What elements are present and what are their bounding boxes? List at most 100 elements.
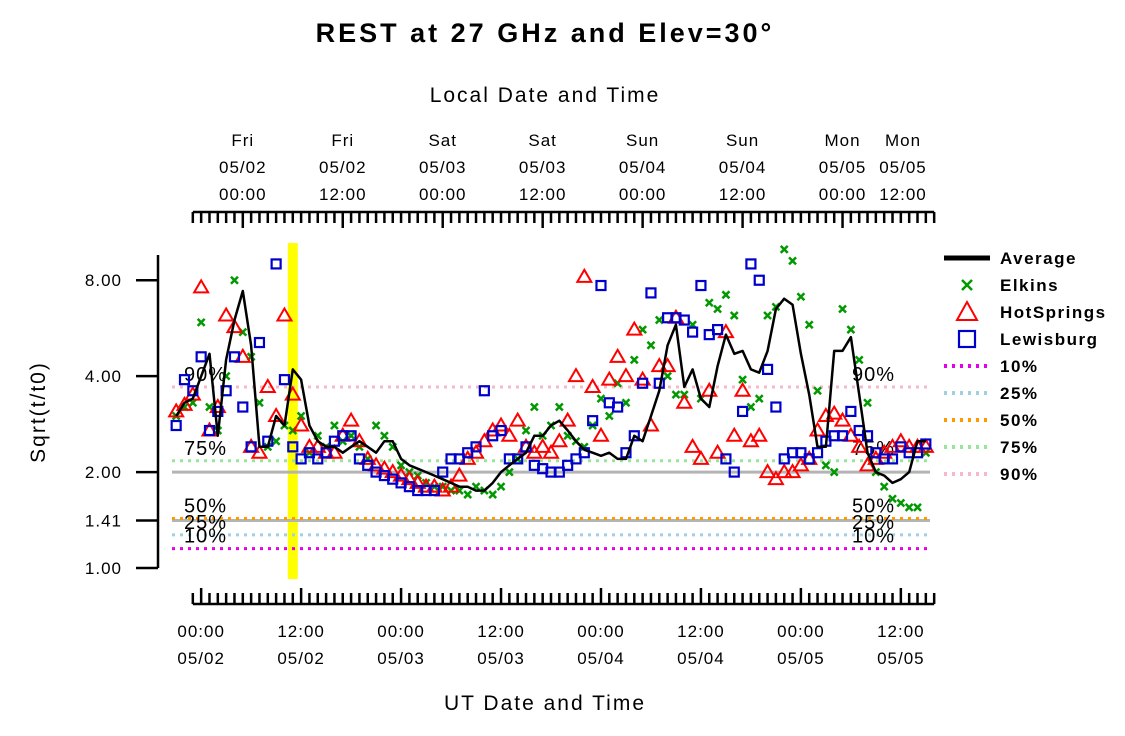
lewisburg-point	[553, 466, 565, 478]
lewisburg-point	[245, 441, 257, 453]
y-tick-label: 2.00	[85, 463, 122, 482]
top-tick-label-day: Sun	[726, 131, 759, 150]
lewisburg-point	[195, 351, 207, 363]
lewisburg-point	[212, 405, 224, 418]
top-tick-label-time: 00:00	[419, 185, 467, 204]
top-tick-label-time: 00:00	[619, 185, 667, 204]
top-tick-label-date: 05/02	[219, 158, 267, 177]
lewisburg-point	[470, 441, 482, 453]
hotsprings-point	[309, 437, 327, 453]
lewisburg-point	[637, 377, 649, 389]
lewisburg-point	[770, 401, 782, 413]
hotsprings-point	[767, 470, 785, 486]
average-line	[175, 289, 926, 492]
x-tick-label-date: 05/02	[177, 649, 225, 668]
elkins-point	[296, 411, 306, 421]
lewisburg-point	[612, 401, 624, 413]
top-tick-label-time: 00:00	[819, 185, 867, 204]
elkins-point	[704, 298, 714, 308]
elkins-point	[796, 292, 806, 302]
top-tick-label-date: 05/03	[419, 158, 467, 177]
lewisburg-point	[745, 258, 757, 270]
elkins-point	[721, 290, 731, 300]
lewisburg-point	[795, 447, 807, 459]
top-tick-label-day: Sat	[528, 131, 557, 150]
lewisburg-point	[228, 351, 241, 363]
x-tick-label-time: 12:00	[877, 622, 925, 641]
lewisburg-point	[562, 459, 574, 471]
top-tick-label-day: Sun	[626, 131, 659, 150]
percentile-label-left: 90%	[184, 364, 227, 386]
elkins-point	[671, 390, 681, 400]
lewisburg-point	[836, 430, 849, 442]
lewisburg-point	[428, 484, 440, 497]
lewisburg-point	[920, 438, 932, 450]
percentile-label-right: 25%	[852, 512, 895, 534]
lewisburg-point	[811, 447, 824, 459]
lewisburg-point	[170, 419, 182, 432]
lewisburg-point	[595, 279, 607, 292]
lewisburg-point	[687, 326, 699, 338]
lewisburg-point	[512, 453, 524, 465]
elkins-point	[838, 304, 847, 314]
elkins-point	[821, 460, 831, 470]
top-tick-label-day: Sat	[428, 131, 457, 150]
legend-label: 75%	[1000, 438, 1039, 457]
hotsprings-point	[175, 395, 194, 411]
elkins-point	[646, 340, 656, 350]
lewisburg-point	[845, 405, 857, 418]
elkins-point	[788, 256, 797, 266]
lewisburg-point	[312, 453, 324, 465]
lewisburg-point	[678, 314, 690, 326]
lewisburg-point	[728, 466, 740, 478]
percentile-label-left: 25%	[184, 512, 227, 534]
x-tick-label-date: 05/04	[577, 649, 625, 668]
top-tick-label-time: 12:00	[319, 185, 367, 204]
top-tick-label-time: 12:00	[519, 185, 567, 204]
lewisburg-point	[437, 466, 449, 478]
elkins-point	[654, 315, 664, 325]
hotsprings-point	[542, 443, 560, 459]
lewisburg-point	[645, 287, 657, 299]
hotsprings-point	[600, 370, 619, 386]
lewisburg-point	[295, 453, 307, 465]
x-tick-label-date: 05/03	[477, 649, 525, 668]
lewisburg-point	[895, 441, 907, 453]
elkins-point	[196, 317, 206, 327]
highlight-band	[287, 243, 298, 579]
hotsprings-point	[758, 463, 777, 479]
elkins-point	[504, 467, 514, 477]
hotsprings-point	[558, 411, 577, 427]
top-tick-label-day: Mon	[824, 131, 860, 150]
lewisburg-point	[287, 441, 299, 453]
lewisburg-point	[453, 453, 465, 465]
hotsprings-point	[808, 421, 827, 437]
hotsprings-point	[567, 367, 585, 383]
legend-label: 10%	[1000, 357, 1039, 376]
elkins-point	[330, 421, 339, 430]
lewisburg-point	[278, 374, 291, 386]
x-tick-label-time: 12:00	[677, 622, 725, 641]
lewisburg-point	[178, 374, 191, 386]
top-tick-label-date: 05/05	[879, 158, 927, 177]
elkins-point	[896, 498, 906, 508]
hotsprings-point	[217, 306, 235, 322]
percentile-label-left: 10%	[184, 526, 227, 548]
lewisburg-point	[628, 430, 640, 442]
lewisburg-point	[778, 453, 790, 465]
elkins-point	[913, 502, 922, 512]
legend-swatch-hotsprings	[955, 299, 979, 321]
hotsprings-point	[725, 426, 743, 442]
hotsprings-point	[625, 320, 644, 336]
hotsprings-point	[692, 449, 710, 465]
y-axis-title: Sqrt(t/t0)	[27, 361, 50, 463]
elkins-point	[604, 411, 614, 421]
hotsprings-point	[267, 406, 285, 422]
top-tick-label-time: 12:00	[879, 185, 927, 204]
hotsprings-point	[833, 411, 852, 427]
lewisburg-point	[720, 453, 732, 465]
hotsprings-point	[608, 347, 627, 363]
elkins-point	[779, 244, 789, 254]
lewisburg-point	[362, 459, 374, 471]
